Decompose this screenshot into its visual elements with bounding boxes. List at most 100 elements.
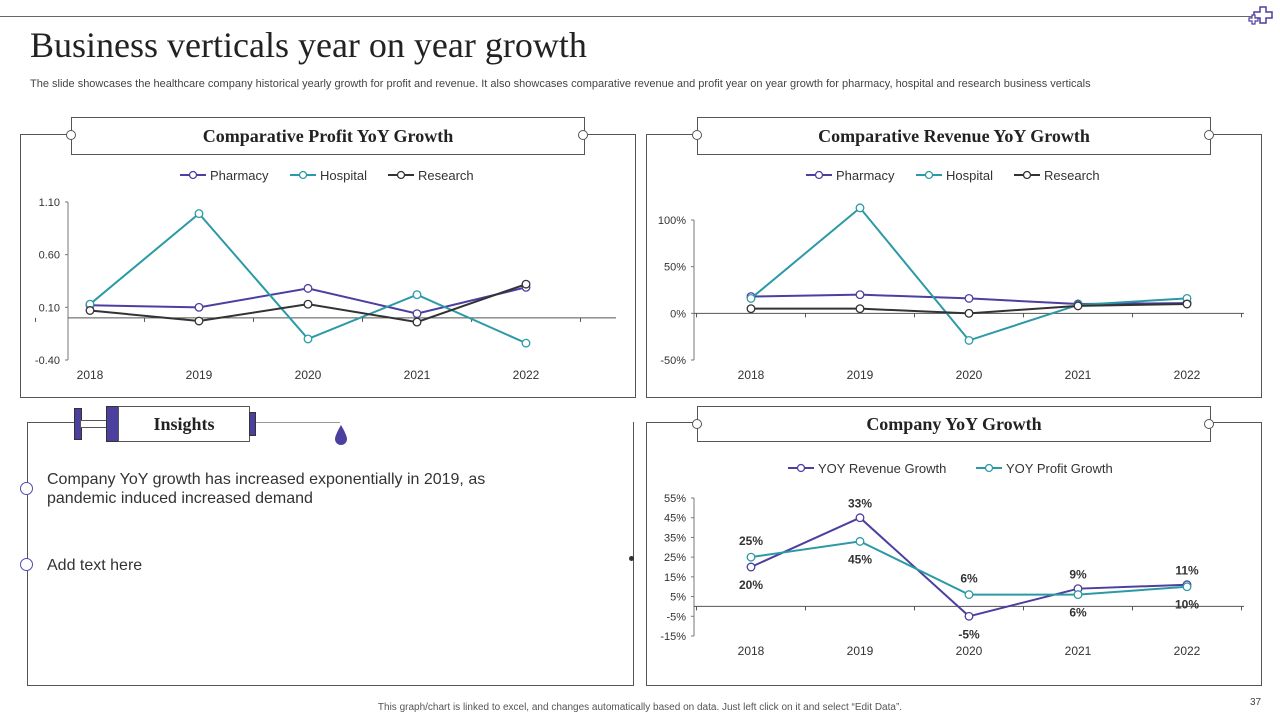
legend-marker — [1022, 170, 1032, 180]
legend-label: Hospital — [320, 168, 367, 183]
insights-title: Insights — [118, 406, 250, 442]
data-point — [1073, 590, 1083, 600]
insights-top-line — [27, 422, 74, 423]
title-knob-left — [66, 130, 76, 140]
x-tick-label: 2018 — [77, 368, 104, 382]
data-point — [964, 335, 974, 345]
data-point — [964, 590, 974, 600]
insight-item: Add text here — [47, 557, 143, 574]
y-tick-label: -0.40 — [35, 355, 60, 367]
profit-chart-title: Comparative Profit YoY Growth — [71, 117, 585, 155]
revenue-chart: -50% 0% 50% 100% 2018 2019 2020 2021 2022 Pharmac… — [658, 168, 1244, 382]
data-point — [1182, 299, 1192, 309]
company-chart: -15% -5% 5% 15% 25% 35% 45% 55% 2018 2019 2020 2021… — [660, 461, 1244, 658]
data-label: 6% — [960, 572, 978, 586]
data-point — [85, 306, 95, 315]
x-tick-label: 2022 — [1174, 368, 1201, 382]
data-point — [194, 316, 204, 326]
x-tick-label: 2019 — [186, 368, 213, 382]
data-point — [746, 304, 756, 314]
data-point — [303, 334, 313, 344]
legend-label: YOY Profit Growth — [1006, 461, 1113, 476]
title-knob-left — [692, 419, 702, 429]
bullet-dot — [20, 558, 33, 571]
data-label: 9% — [1069, 568, 1087, 582]
page-title: Business verticals year on year growth — [30, 25, 587, 65]
data-label: 33% — [848, 497, 872, 511]
legend-label: Research — [1044, 168, 1100, 183]
page-subtitle: The slide showcases the healthcare compa… — [30, 78, 1091, 90]
x-tick-label: 2019 — [847, 368, 874, 382]
y-tick-label: 1.10 — [39, 197, 60, 209]
x-tick-label: 2021 — [1065, 368, 1092, 382]
legend-marker — [396, 170, 406, 180]
data-label: 11% — [1175, 564, 1199, 578]
series-line — [750, 516, 1188, 618]
x-tick-label: 2019 — [847, 644, 874, 658]
y-tick-label: 55% — [664, 493, 686, 505]
bullet-dot — [20, 482, 33, 495]
y-tick-label: 0% — [670, 308, 686, 320]
legend-marker — [924, 170, 934, 180]
y-tick-label: -5% — [666, 611, 686, 623]
legend-marker — [814, 170, 824, 180]
data-point — [746, 293, 756, 303]
data-label: 10% — [1175, 598, 1199, 612]
x-tick-label: 2020 — [956, 368, 983, 382]
profit-chart-panel — [20, 134, 636, 398]
legend-label: Pharmacy — [836, 168, 895, 183]
syringe-needle — [255, 422, 340, 423]
data-point — [1073, 301, 1083, 311]
data-point — [412, 317, 422, 327]
x-tick-label: 2020 — [295, 368, 322, 382]
panel-end-dot — [629, 556, 634, 561]
company-chart-title: Company YoY Growth — [697, 406, 1211, 442]
series-line — [89, 212, 527, 345]
data-point — [855, 290, 865, 300]
data-point — [855, 536, 865, 546]
y-tick-label: 100% — [658, 215, 686, 227]
legend-label: Hospital — [946, 168, 993, 183]
legend-marker — [984, 463, 994, 473]
data-point — [194, 302, 204, 312]
legend-marker — [298, 170, 308, 180]
title-knob-right — [1204, 130, 1214, 140]
data-point — [855, 304, 865, 314]
insights-panel — [27, 422, 634, 686]
data-point — [303, 299, 313, 309]
syringe-rod — [80, 420, 108, 428]
data-point — [194, 209, 204, 219]
y-tick-label: 15% — [664, 572, 686, 584]
page-number: 37 — [1250, 697, 1262, 708]
data-label: -5% — [958, 627, 980, 641]
drop-icon — [335, 425, 347, 445]
data-point — [964, 611, 974, 621]
title-knob-right — [1204, 419, 1214, 429]
legend-label: Pharmacy — [210, 168, 269, 183]
revenue-chart-title: Comparative Revenue YoY Growth — [697, 117, 1211, 155]
x-tick-label: 2020 — [956, 644, 983, 658]
legend-marker — [796, 463, 806, 473]
revenue-chart-panel — [646, 134, 1262, 398]
y-tick-label: 0.60 — [39, 250, 60, 262]
series-line — [750, 206, 1188, 342]
footer-note: This graph/chart is linked to excel, and… — [377, 702, 903, 713]
data-point — [855, 203, 865, 213]
y-tick-label: 35% — [664, 532, 686, 544]
title-knob-left — [692, 130, 702, 140]
x-tick-label: 2022 — [513, 368, 540, 382]
profit-chart: -0.40 0.10 0.60 1.10 2018 2019 2020 2021 2022 Pha… — [35, 168, 616, 382]
x-tick-label: 2021 — [1065, 644, 1092, 658]
insight-item: Company YoY growth has increased exponen… — [47, 471, 486, 507]
data-label: 25% — [739, 534, 763, 548]
x-tick-label: 2021 — [404, 368, 431, 382]
legend-label: Research — [418, 168, 474, 183]
y-tick-label: 50% — [664, 262, 686, 274]
y-tick-label: -15% — [660, 631, 686, 643]
data-point — [412, 309, 422, 319]
data-label: 6% — [1069, 606, 1087, 620]
legend-marker — [188, 170, 198, 180]
data-label: 20% — [739, 578, 763, 592]
data-label: 45% — [848, 552, 872, 566]
data-point — [746, 552, 756, 562]
